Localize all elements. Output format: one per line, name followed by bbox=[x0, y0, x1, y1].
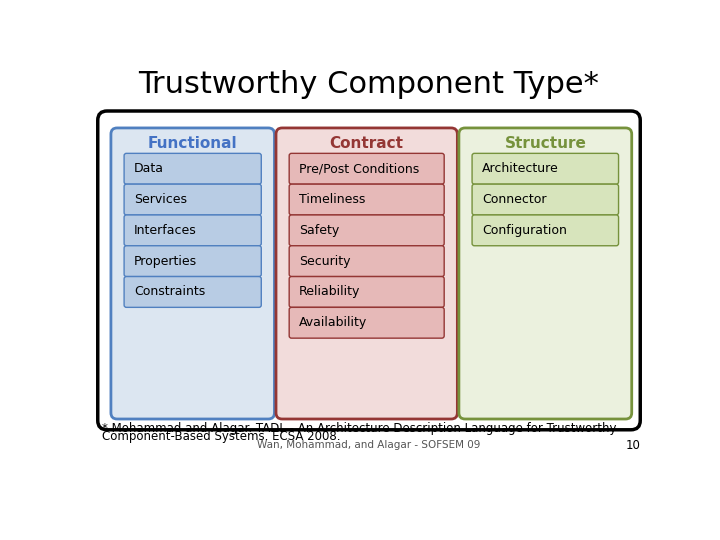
FancyBboxPatch shape bbox=[289, 153, 444, 184]
Text: Trustworthy Component Type*: Trustworthy Component Type* bbox=[138, 70, 600, 98]
FancyBboxPatch shape bbox=[459, 128, 631, 419]
Text: Functional: Functional bbox=[148, 136, 238, 151]
FancyBboxPatch shape bbox=[124, 276, 261, 307]
FancyBboxPatch shape bbox=[289, 184, 444, 215]
Text: Contract: Contract bbox=[330, 136, 404, 151]
Text: Safety: Safety bbox=[300, 224, 340, 237]
Text: Services: Services bbox=[134, 193, 187, 206]
FancyBboxPatch shape bbox=[124, 215, 261, 246]
Text: Reliability: Reliability bbox=[300, 286, 361, 299]
FancyBboxPatch shape bbox=[124, 153, 261, 184]
FancyBboxPatch shape bbox=[124, 184, 261, 215]
Text: Connector: Connector bbox=[482, 193, 546, 206]
Text: * Mohammad and Alagar. TADL - An Architecture Description Language for Trustwort: * Mohammad and Alagar. TADL - An Archite… bbox=[102, 422, 616, 435]
Text: Configuration: Configuration bbox=[482, 224, 567, 237]
Text: Availability: Availability bbox=[300, 316, 367, 329]
Text: Wan, Mohammad, and Alagar - SOFSEM 09: Wan, Mohammad, and Alagar - SOFSEM 09 bbox=[257, 440, 481, 450]
FancyBboxPatch shape bbox=[289, 307, 444, 338]
FancyBboxPatch shape bbox=[289, 246, 444, 276]
Text: Structure: Structure bbox=[505, 136, 586, 151]
Text: Security: Security bbox=[300, 255, 351, 268]
FancyBboxPatch shape bbox=[98, 111, 640, 430]
FancyBboxPatch shape bbox=[289, 276, 444, 307]
FancyBboxPatch shape bbox=[472, 215, 618, 246]
Text: Component-Based Systems. ECSA 2008.: Component-Based Systems. ECSA 2008. bbox=[102, 430, 340, 443]
FancyBboxPatch shape bbox=[124, 246, 261, 276]
Text: Data: Data bbox=[134, 162, 164, 176]
FancyBboxPatch shape bbox=[472, 153, 618, 184]
FancyBboxPatch shape bbox=[472, 184, 618, 215]
Text: Pre/Post Conditions: Pre/Post Conditions bbox=[300, 162, 420, 176]
FancyBboxPatch shape bbox=[111, 128, 274, 419]
Text: Properties: Properties bbox=[134, 255, 197, 268]
FancyBboxPatch shape bbox=[276, 128, 457, 419]
FancyBboxPatch shape bbox=[289, 215, 444, 246]
Text: 10: 10 bbox=[626, 438, 640, 451]
Text: Architecture: Architecture bbox=[482, 162, 559, 176]
Text: Timeliness: Timeliness bbox=[300, 193, 366, 206]
Text: Interfaces: Interfaces bbox=[134, 224, 197, 237]
Text: Constraints: Constraints bbox=[134, 286, 205, 299]
